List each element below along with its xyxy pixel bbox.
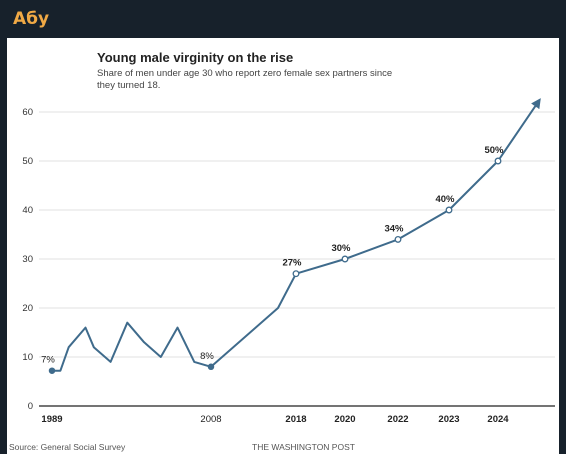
data-label: 50% <box>484 145 504 156</box>
y-tick-label: 50 <box>22 156 33 167</box>
x-tick-label: 2020 <box>334 414 355 425</box>
data-label: 27% <box>282 258 302 269</box>
source-note: Source: General Social Survey <box>9 442 126 452</box>
data-markers <box>48 157 502 374</box>
data-point <box>207 363 215 371</box>
data-point <box>48 367 56 374</box>
chart-image[interactable]: Young male virginity on the rise Share o… <box>7 38 559 454</box>
grid-lines <box>39 111 555 407</box>
y-tick-label: 10 <box>22 352 33 363</box>
line-chart: Young male virginity on the rise Share o… <box>9 50 555 452</box>
x-tick-label: 2008 <box>200 414 221 425</box>
series-path <box>51 98 541 372</box>
chart-subtitle-line-1: Share of men under age 30 who report zer… <box>97 68 392 79</box>
x-tick-label: 2022 <box>387 414 408 425</box>
data-label: 40% <box>435 194 455 205</box>
y-tick-labels: 0 10 20 30 40 50 60 <box>22 107 33 412</box>
x-tick-label: 2018 <box>285 414 306 425</box>
x-tick-label: 1989 <box>41 414 62 425</box>
data-point <box>341 255 349 263</box>
message-header: Абу <box>0 0 566 38</box>
y-tick-label: 30 <box>22 254 33 265</box>
x-tick-label: 2024 <box>487 414 509 425</box>
x-tick-label: 2023 <box>438 414 459 425</box>
data-point <box>494 157 502 165</box>
data-label: 34% <box>384 223 404 234</box>
data-labels: 7% 8% 27% 30% 34% 40% 50% <box>41 145 504 366</box>
y-tick-label: 20 <box>22 303 33 314</box>
chart-title: Young male virginity on the rise <box>97 50 293 65</box>
data-label: 7% <box>41 355 55 366</box>
publisher-credit: THE WASHINGTON POST <box>252 442 355 452</box>
y-tick-label: 60 <box>22 107 33 118</box>
series-line <box>51 98 541 372</box>
y-tick-label: 40 <box>22 205 33 216</box>
data-point <box>445 206 453 214</box>
data-label: 30% <box>331 243 351 254</box>
sender-name[interactable]: Абу <box>13 9 50 29</box>
data-label: 8% <box>200 351 214 362</box>
x-tick-labels: 1989 2008 2018 2020 2022 2023 2024 <box>41 414 509 425</box>
data-point <box>394 235 402 243</box>
chart-subtitle-line-2: they turned 18. <box>97 80 160 91</box>
y-tick-label: 0 <box>28 401 33 412</box>
data-point <box>292 270 300 278</box>
